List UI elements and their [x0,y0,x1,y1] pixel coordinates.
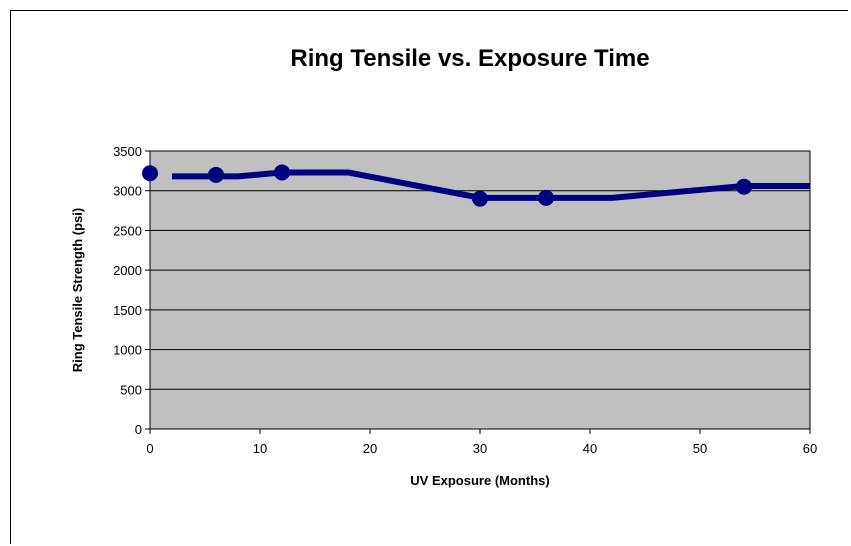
x-tick-label: 20 [363,441,377,456]
gridlines [150,190,810,390]
y-axis-title: Ring Tensile Strength (psi) [70,208,85,372]
data-point [472,190,488,207]
data-point [142,165,158,182]
y-tick-label: 1500 [113,303,142,318]
y-tick-label: 3500 [113,144,142,159]
x-tick-label: 40 [583,441,597,456]
x-tick-label: 0 [146,441,153,456]
chart-title: Ring Tensile vs. Exposure Time [290,45,649,72]
data-point [538,189,554,206]
data-point [208,166,224,183]
data-point [736,178,752,195]
chart-frame [10,10,848,544]
y-tick-label: 0 [135,422,142,437]
x-tick-label: 60 [803,441,817,456]
x-tick-label: 50 [693,441,707,456]
y-tick-label: 500 [120,382,142,397]
y-tick-label: 2500 [113,223,142,238]
x-tick-label: 10 [253,441,267,456]
y-tick-label: 1000 [113,343,142,358]
y-axis-ticks: 0 500 1000 1500 2000 2500 3000 3500 [113,144,150,437]
y-tick-label: 2000 [113,263,142,278]
data-points [142,164,752,207]
x-axis-ticks: 0 10 20 30 40 50 60 [146,429,817,456]
x-axis-title: UV Exposure (Months) [410,473,549,488]
y-tick-label: 3000 [113,184,142,199]
data-point [274,164,290,181]
x-tick-label: 30 [473,441,487,456]
